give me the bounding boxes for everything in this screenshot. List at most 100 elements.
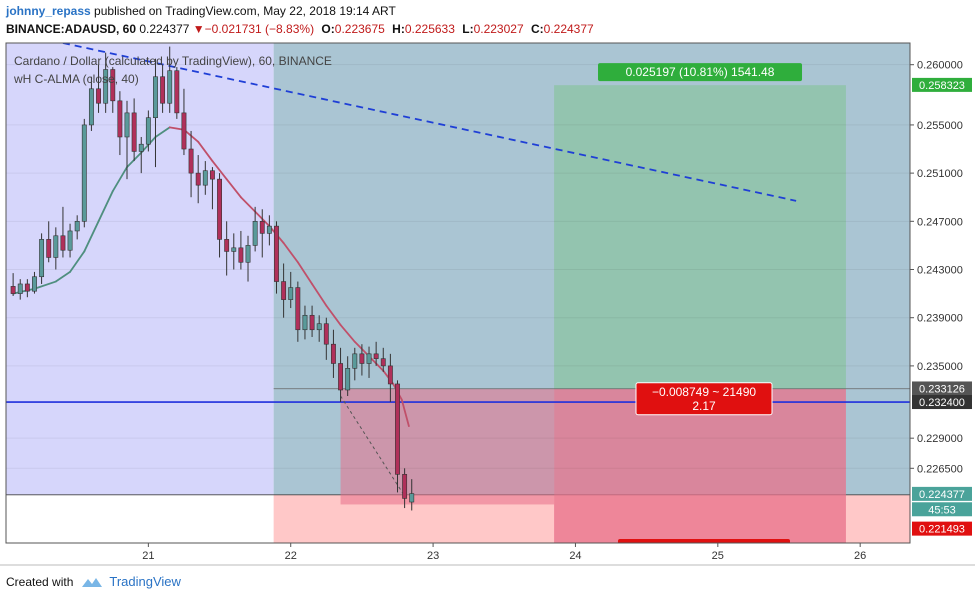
y-tick-label: 0.260000 bbox=[917, 60, 963, 72]
plot-area: 0.025197 (10.81%) 1541.48 −0.008749 ~ 214… bbox=[6, 43, 910, 543]
y-tick-label: 0.255000 bbox=[917, 120, 963, 132]
candle-body bbox=[74, 221, 80, 232]
candle-body bbox=[209, 170, 215, 180]
candle-body bbox=[409, 493, 415, 503]
moving-average-segment bbox=[282, 242, 299, 264]
candle-body bbox=[266, 225, 272, 234]
author-name[interactable]: johnny_repass bbox=[6, 4, 91, 18]
candle-body bbox=[316, 323, 322, 331]
symbol: BINANCE:ADAUSD, 60 bbox=[6, 22, 137, 36]
price-label-box bbox=[912, 521, 972, 536]
moving-average-segment bbox=[83, 220, 100, 253]
moving-average-segment bbox=[197, 140, 214, 162]
last-price: 0.224377 bbox=[139, 22, 190, 36]
price-label: 0.224377 bbox=[919, 489, 965, 501]
publish-line: johnny_repass published on TradingView.c… bbox=[6, 4, 396, 18]
change-arrow-icon: ▼ bbox=[192, 22, 205, 36]
candle-body bbox=[124, 112, 130, 138]
moving-average-segment bbox=[325, 304, 342, 326]
secondary-stop-zone bbox=[340, 388, 555, 505]
y-tick-label: 0.235000 bbox=[917, 361, 963, 373]
profit-zone bbox=[554, 85, 846, 389]
price-label: 0.232400 bbox=[919, 397, 965, 409]
candle-body bbox=[295, 287, 301, 331]
moving-average-segment bbox=[97, 190, 114, 223]
candle-body bbox=[281, 281, 287, 300]
price-label: 0.233126 bbox=[919, 383, 965, 395]
price-label-box bbox=[912, 381, 972, 396]
candle-body bbox=[217, 178, 222, 240]
profit-label: 0.025197 (10.81%) 1541.48 bbox=[626, 65, 775, 79]
candle-body bbox=[117, 100, 123, 138]
candle-body bbox=[238, 247, 244, 263]
risk-label-box bbox=[635, 382, 773, 416]
stop-label-box bbox=[618, 539, 790, 543]
candle-body bbox=[224, 239, 230, 252]
y-tick-label: 0.229000 bbox=[917, 433, 963, 445]
chart-legend-indicator[interactable]: wH C-ALMA (close, 40) bbox=[14, 72, 139, 86]
moving-average-segment bbox=[69, 250, 86, 273]
moving-average-segment bbox=[239, 196, 257, 213]
ohlc-line: BINANCE:ADAUSD, 60 0.224377 ▼−0.021731 (… bbox=[6, 22, 594, 36]
high-label: H: bbox=[392, 22, 405, 36]
moving-average-segment bbox=[339, 324, 356, 343]
candle-body bbox=[110, 69, 116, 102]
candle-body bbox=[81, 124, 87, 222]
candle-body bbox=[60, 235, 66, 251]
y-tick-label: 0.239000 bbox=[917, 313, 963, 325]
moving-average-segment bbox=[111, 166, 128, 193]
candle-body bbox=[167, 70, 173, 104]
published-text: published on TradingView.com, May 22, 20… bbox=[94, 4, 396, 18]
candle-body bbox=[366, 353, 372, 364]
candle-body bbox=[17, 283, 23, 294]
price-label-box bbox=[912, 77, 972, 92]
dashed-trendline bbox=[62, 43, 797, 202]
candle-body bbox=[103, 69, 109, 104]
low-label: L: bbox=[462, 22, 474, 36]
price-label-box bbox=[912, 395, 972, 410]
low-value: 0.223027 bbox=[473, 22, 524, 36]
candle-body bbox=[387, 365, 393, 385]
moving-average-segment bbox=[54, 271, 71, 283]
tradingview-brand[interactable]: TradingView bbox=[109, 574, 181, 589]
tradingview-logo-icon bbox=[82, 577, 103, 587]
price-label: 0.221493 bbox=[919, 524, 965, 536]
candle-body bbox=[181, 112, 187, 150]
moving-average-segment bbox=[33, 280, 57, 290]
profit-label-box bbox=[598, 63, 803, 82]
candle-body bbox=[352, 353, 358, 369]
candle-body bbox=[231, 247, 237, 252]
risk-label-line-2: 2.17 bbox=[692, 399, 716, 413]
y-tick-label: 0.247000 bbox=[917, 216, 963, 228]
candle-body bbox=[309, 314, 315, 331]
candle-body bbox=[330, 343, 336, 364]
projection-line bbox=[340, 395, 406, 497]
candle-body bbox=[131, 112, 137, 152]
x-tick-label: 24 bbox=[569, 550, 581, 562]
moving-average-segment bbox=[311, 283, 328, 307]
moving-average-segment bbox=[154, 126, 171, 138]
y-tick-label: 0.251000 bbox=[917, 168, 963, 180]
candle-body bbox=[138, 143, 144, 152]
price-label: 0.258323 bbox=[919, 80, 965, 92]
candle-body bbox=[359, 353, 365, 364]
moving-average-segment bbox=[211, 160, 228, 181]
candle-body bbox=[160, 76, 166, 104]
candle-body bbox=[174, 70, 180, 114]
candle-body bbox=[302, 314, 308, 331]
y-tick-label: 0.226500 bbox=[917, 463, 963, 475]
candle-body bbox=[195, 172, 201, 186]
moving-average-segment bbox=[12, 287, 36, 295]
candle-body bbox=[402, 474, 408, 499]
risk-label-line-1: −0.008749 ~ 21490 bbox=[652, 385, 756, 399]
candle-body bbox=[46, 239, 52, 258]
high-value: 0.225633 bbox=[404, 22, 455, 36]
candle-body bbox=[145, 117, 151, 145]
created-with-text: Created with bbox=[6, 574, 74, 589]
x-tick-label: 22 bbox=[285, 550, 297, 562]
candle-body bbox=[288, 287, 294, 300]
price-chart[interactable]: 0.025197 (10.81%) 1541.48 −0.008749 ~ 214… bbox=[0, 0, 975, 570]
candle-body bbox=[67, 230, 73, 251]
x-tick-label: 26 bbox=[854, 550, 866, 562]
x-tick-label: 23 bbox=[427, 550, 439, 562]
